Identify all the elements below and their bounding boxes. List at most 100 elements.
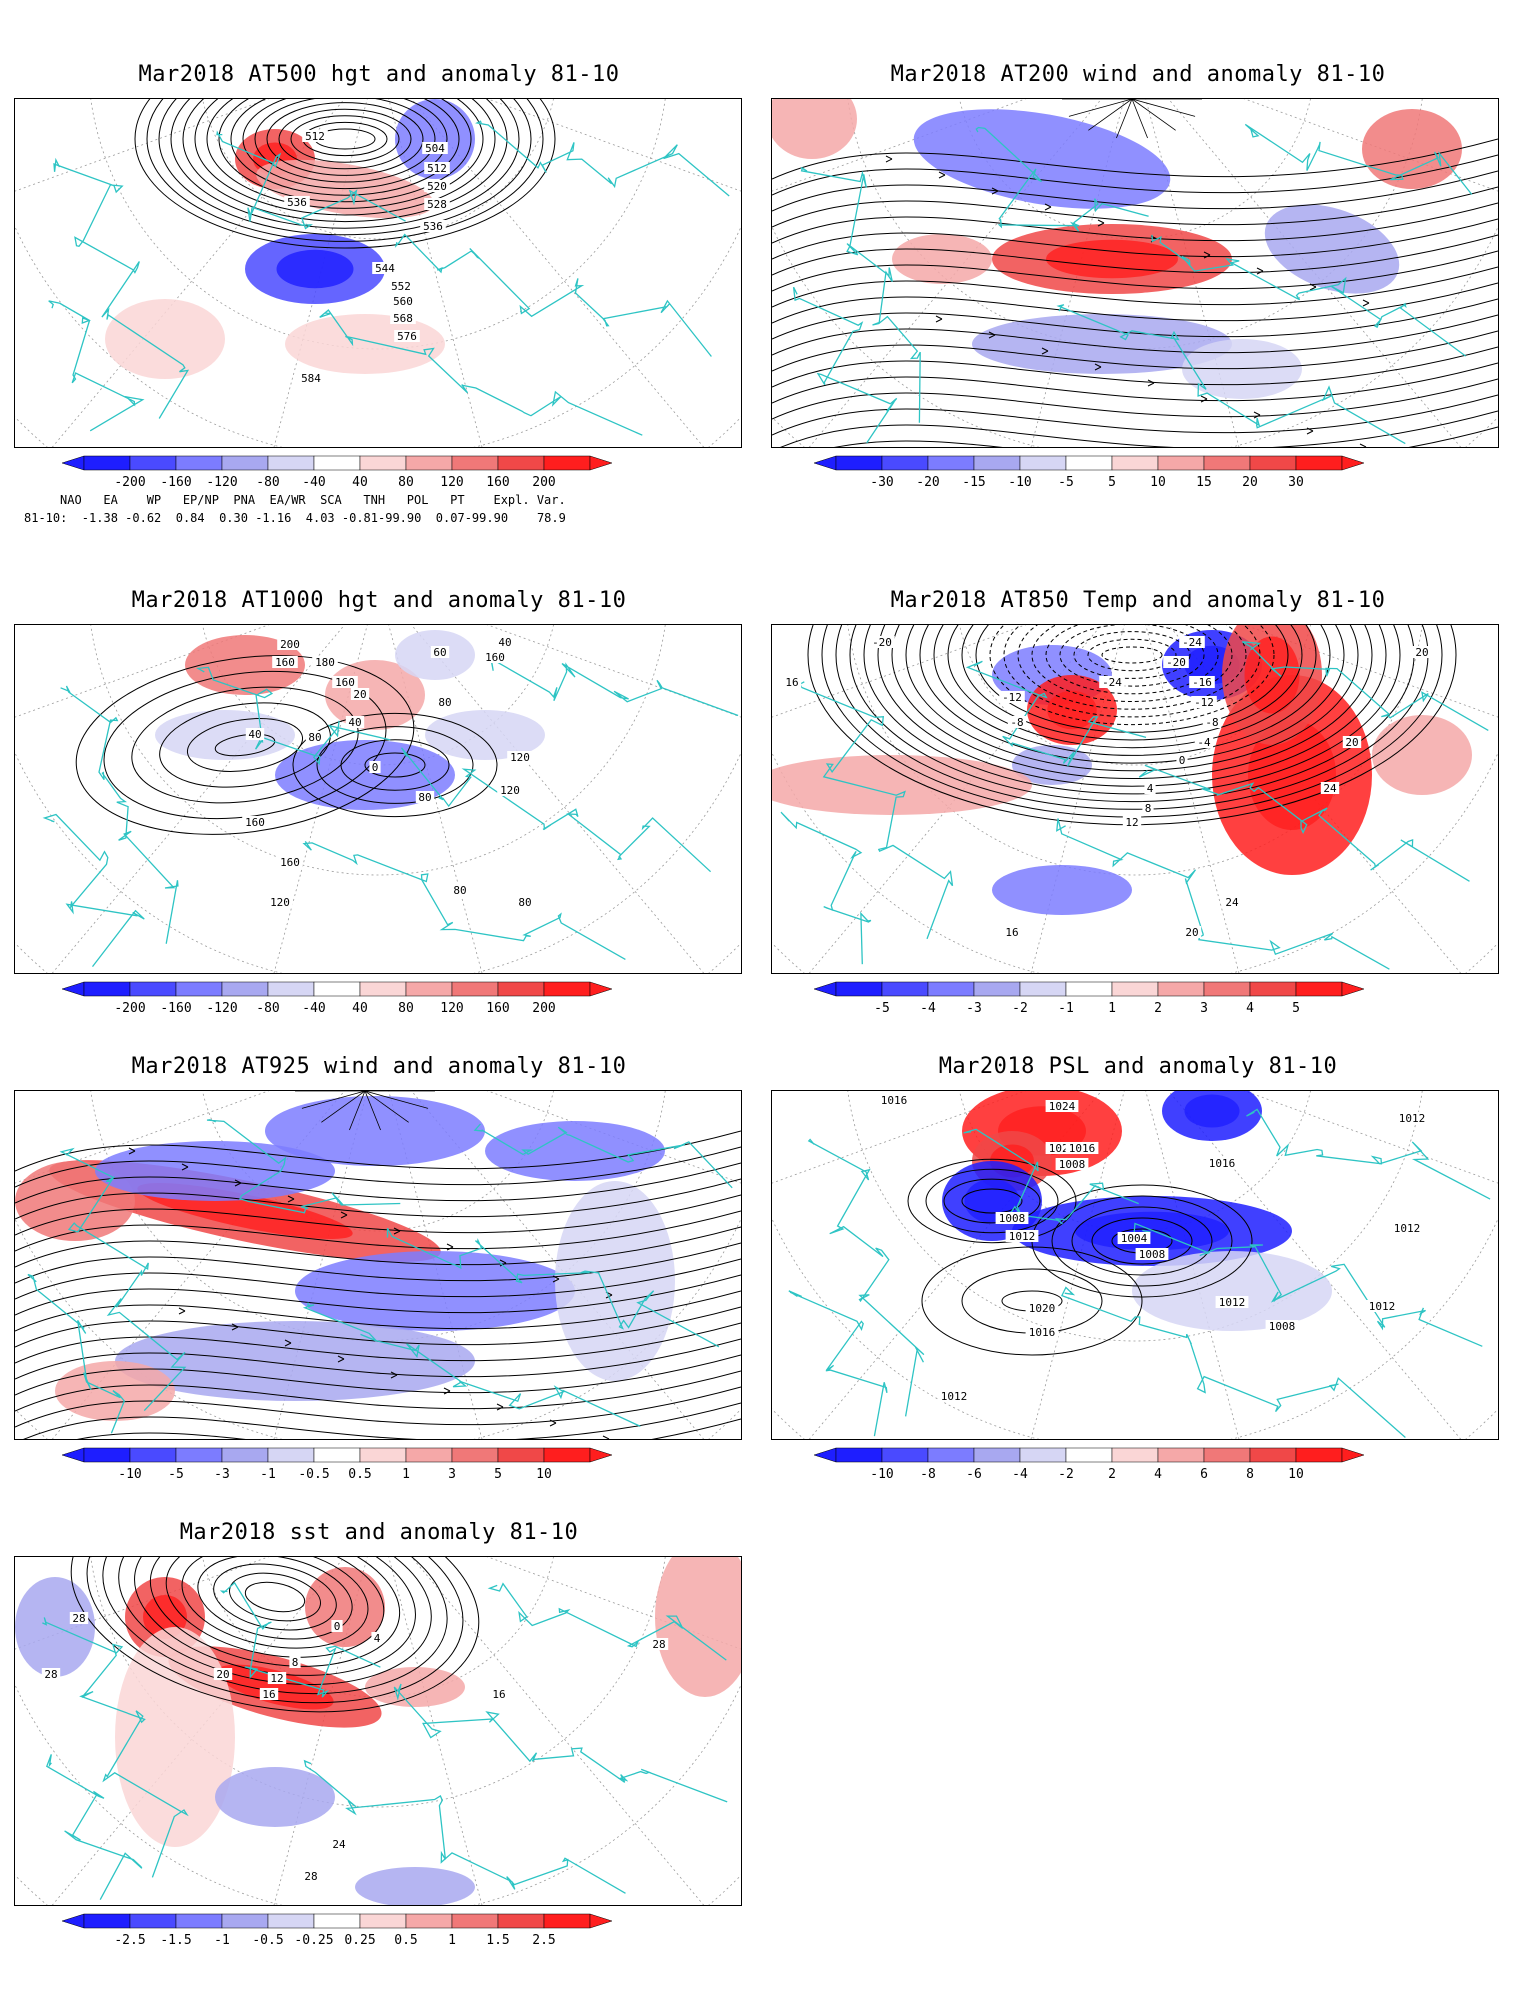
contour-label-bg [372,262,398,274]
map-frame: -20 16 -12 -24 -24 -20 -16 -8 -12 -8 -4 0 4 8 12 20 20 24… [771,624,1499,974]
colorbar-tick-label: 0.25 [344,1933,375,1948]
contour-label: 120 [500,784,520,797]
contour-label: -8 [1205,716,1218,729]
colorbar-swatch [927,455,975,471]
contour-label-bg [213,1668,233,1680]
anomaly-region [972,314,1232,374]
colorbar-tick-label: 200 [532,1001,555,1016]
flow-arrow [499,1259,507,1267]
colorbar-arrow-left [813,455,837,471]
contour-label-bg [242,816,268,828]
colorbar-tick-label: 160 [486,475,509,490]
colorbar-swatch [267,1913,315,1929]
contour-label-bg [267,1672,287,1684]
contour-label: 1008 [999,1212,1026,1225]
colorbar-swatch [1111,1447,1159,1463]
colorbar-tick-label: -1.5 [160,1933,191,1948]
flow-arrow [549,1419,557,1427]
colorbar-swatch [1111,981,1159,997]
panel-at925: Mar2018 AT925 wind and anomaly 81-10 -10… [14,1052,744,1492]
flow-arrow [443,1387,451,1395]
colorbar-swatch [1065,455,1113,471]
anomaly-region [992,865,1132,915]
contour-label: 0 [1179,754,1186,767]
contour-label: 1012 [941,1390,968,1403]
colorbar-arrow-left [61,1447,85,1463]
colorbar-tick-label: -4 [1012,1467,1028,1482]
coastlines [42,653,739,967]
colorbar-swatch [451,455,499,471]
flow-arrow [1309,283,1317,291]
flow-arrow [1097,219,1105,227]
flow-arrow [446,1243,454,1251]
contour-label-bg [495,636,515,648]
colorbar-tick-label: 5 [494,1467,502,1482]
contour-label: 1012 [1009,1230,1036,1243]
colorbar-svg: -5 -4 -3 -2 -1 1 2 3 4 5 [813,981,1365,1016]
contour-label-bg [1215,1296,1249,1308]
map-frame [14,1090,742,1440]
colorbar-tick-label: -1 [214,1933,230,1948]
flow-arrow [181,1163,189,1171]
colorbar-tick-label: -10 [118,1467,141,1482]
colorbar-tick-label: 3 [448,1467,456,1482]
colorbar-tick-label: 10 [1288,1467,1304,1482]
contour-label-bg [1222,896,1242,908]
contour-label-bg [1320,782,1340,794]
contour-label: 20 [216,1668,229,1681]
map-plot [772,99,1498,447]
contour-label: 28 [652,1638,665,1651]
colorbar-arrow-left [61,981,85,997]
contour-label: 80 [308,731,321,744]
contour-label-bg [1002,926,1022,938]
anomaly-region [655,1557,741,1697]
contour-label: -8 [1010,716,1023,729]
contour-label: 576 [397,330,417,343]
contour-label: 1020 [1029,1302,1056,1315]
colorbar-tick-label: -120 [206,1001,237,1016]
contour-label: -20 [872,636,892,649]
colorbar-svg: -10 -5 -3 -1 -0.5 0.5 1 3 5 10 [61,1447,613,1482]
contour-label: 1004 [1121,1232,1148,1245]
colorbar-swatch [405,455,453,471]
contour-label: 200 [280,638,300,651]
panel-psl: Mar2018 PSL and anomaly 81-10 1016 1024 10… [768,1052,1508,1492]
contour-label: 1012 [1399,1112,1426,1125]
contour-label-bg [259,1688,279,1700]
flow-arrow [393,1227,401,1235]
contour-label-bg [298,372,324,384]
contour-label-bg [415,791,435,803]
colorbar-tick-label: 120 [440,475,463,490]
map-plot: -20 16 -12 -24 -24 -20 -16 -8 -12 -8 -4 0 4 8 12 20 20 24… [772,625,1498,973]
colorbar-tick-label: -2.5 [114,1933,145,1948]
colorbar-swatch [1295,1447,1343,1463]
colorbar-swatch [175,981,223,997]
colorbar-arrow-left [813,981,837,997]
colorbar-tick-label: -160 [160,1001,191,1016]
coastlines [48,120,730,436]
colorbar-swatch [175,1913,223,1929]
colorbar-svg: -2.5 -1.5 -1 -0.5 -0.25 0.25 0.5 1 1.5 2.5 [61,1913,613,1948]
anomaly-region [425,710,545,760]
contour-label: 528 [427,198,447,211]
map-frame: 1016 1024 1020 1016 1008 1012 1008 1012 1004 1008… [771,1090,1499,1440]
contour-label: 20 [1345,736,1358,749]
contour-label-bg [1163,656,1189,668]
contour-label: 80 [438,696,451,709]
contour-label: 1024 [1049,1100,1076,1113]
contour-label-bg [424,180,450,192]
colorbar-swatch [543,1913,591,1929]
colorbar: -30 -20 -15 -10 -5 5 10 15 20 30 [812,455,1366,496]
panel-at850: Mar2018 AT850 Temp and anomaly 81-10 -20… [768,586,1508,1026]
contour-label-bg [450,884,470,896]
colorbar-tick-label: 40 [352,1001,368,1016]
colorbar-swatch [497,1447,545,1463]
contour-label: 40 [248,728,261,741]
anomaly-region [215,1767,335,1827]
colorbar-tick-label: 10 [1150,475,1166,490]
colorbar: -5 -4 -3 -2 -1 1 2 3 4 5 [812,981,1366,1022]
panel-title: Mar2018 AT925 wind and anomaly 81-10 [131,1054,627,1079]
contour-label-bg [1182,926,1202,938]
flow-arrow [1041,347,1049,355]
anomaly-region [105,299,225,379]
